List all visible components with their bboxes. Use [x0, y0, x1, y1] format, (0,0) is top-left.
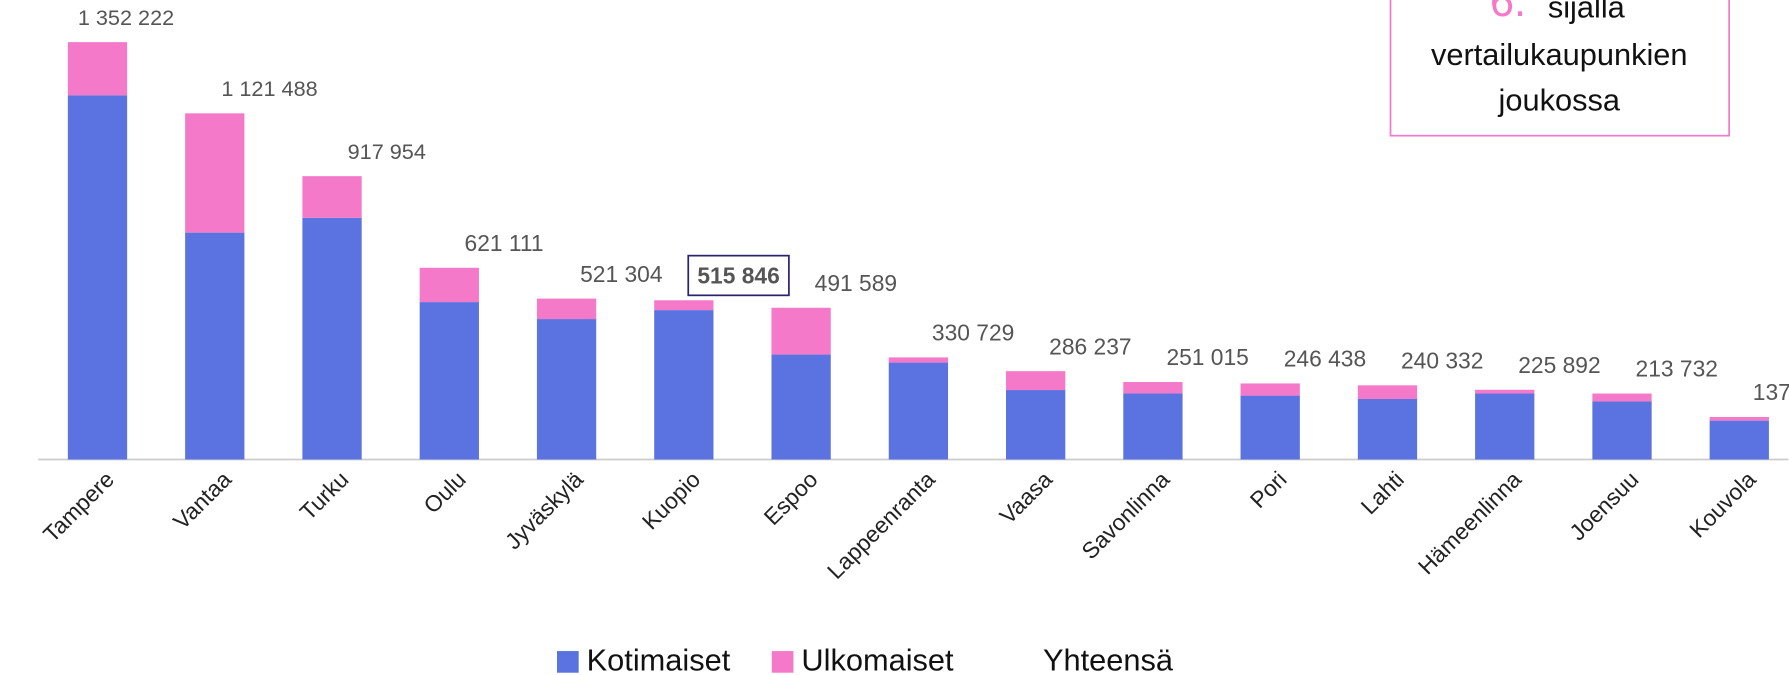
- bar-segment: [1475, 393, 1535, 460]
- bar-segment: [1123, 382, 1183, 394]
- x-tick-label: Hämeenlinna: [1413, 466, 1527, 580]
- bar-segment: [1357, 399, 1418, 460]
- bar-segment: [185, 232, 245, 460]
- legend-swatch: [557, 651, 579, 673]
- bar-segment: [302, 217, 362, 460]
- legend-swatch: [771, 651, 794, 673]
- bar-segment: [1006, 371, 1066, 391]
- total-label: 225 892: [1518, 352, 1600, 378]
- x-tick-label: Kouvola: [1684, 466, 1761, 543]
- x-tick-label: Vantaa: [168, 466, 237, 535]
- total-label: 240 332: [1401, 348, 1483, 374]
- bar-segment: [888, 362, 949, 460]
- x-tick-label: Pori: [1245, 466, 1292, 513]
- legend-label: Kotimaiset: [587, 643, 731, 675]
- bar-segment: [185, 113, 245, 233]
- total-label: 515 846: [697, 262, 779, 288]
- bar-segment: [1006, 390, 1066, 460]
- bar-segment: [1709, 416, 1769, 421]
- bar-segment: [654, 310, 714, 460]
- total-label: 491 589: [815, 270, 897, 296]
- bar-segment: [302, 176, 362, 218]
- callout-rank: 6.: [1490, 0, 1526, 26]
- bar-segment: [888, 357, 949, 363]
- x-tick-label: Joensuu: [1564, 466, 1643, 545]
- bar-segment: [419, 302, 479, 460]
- legend-label: Ulkomaiset: [801, 643, 954, 675]
- total-label: 1 121 488: [221, 76, 317, 101]
- x-tick-label: Lappeenranta: [822, 466, 940, 584]
- bar-segment: [654, 300, 714, 311]
- legend-label: Yhteensä: [1043, 643, 1174, 675]
- bar-segment: [536, 319, 597, 460]
- bar-segment: [1592, 401, 1652, 460]
- bar-segment: [1123, 393, 1183, 460]
- x-tick-label: Lahti: [1356, 466, 1409, 519]
- highlight-box: [687, 254, 790, 297]
- bar-segment: [1240, 395, 1300, 460]
- total-label: 621 111: [465, 230, 544, 256]
- callout-box: [1389, 0, 1730, 137]
- callout-text: joukossa: [1498, 83, 1621, 118]
- total-label: 330 729: [932, 320, 1014, 346]
- bar-segment: [67, 42, 128, 96]
- bar-segment: [1709, 420, 1769, 460]
- callout-text: sijalla: [1548, 0, 1626, 24]
- bar-segment: [771, 307, 831, 355]
- bar-segment: [1592, 393, 1652, 402]
- x-tick-label: Oulu: [418, 466, 470, 518]
- x-tick-label: Savonlinna: [1076, 466, 1174, 564]
- bar-segment: [1357, 385, 1418, 400]
- total-label: 286 237: [1049, 333, 1131, 359]
- x-tick-label: Vaasa: [994, 466, 1057, 529]
- total-label: 246 438: [1284, 346, 1366, 372]
- x-tick-label: Espoo: [758, 466, 822, 530]
- total-label: 1 352 222: [78, 5, 174, 30]
- callout-text: vertailukaupunkien: [1431, 37, 1688, 72]
- bar-segment: [536, 298, 597, 320]
- x-tick-label: Jyväskylä: [500, 466, 588, 554]
- x-tick-label: Tampere: [38, 466, 119, 547]
- total-label: 917 954: [348, 139, 426, 164]
- bar-segment: [419, 267, 479, 303]
- total-label: 521 304: [580, 261, 663, 287]
- bar-segment: [771, 354, 831, 460]
- total-label: 137 721: [1753, 379, 1789, 405]
- bar-segment: [1240, 383, 1300, 396]
- bar-segment: [1475, 389, 1535, 394]
- total-label: 251 015: [1166, 344, 1248, 370]
- bar-segment: [67, 95, 128, 460]
- x-tick-label: Kuopio: [637, 466, 706, 535]
- x-tick-label: Turku: [295, 466, 354, 525]
- total-label: 213 732: [1636, 356, 1718, 382]
